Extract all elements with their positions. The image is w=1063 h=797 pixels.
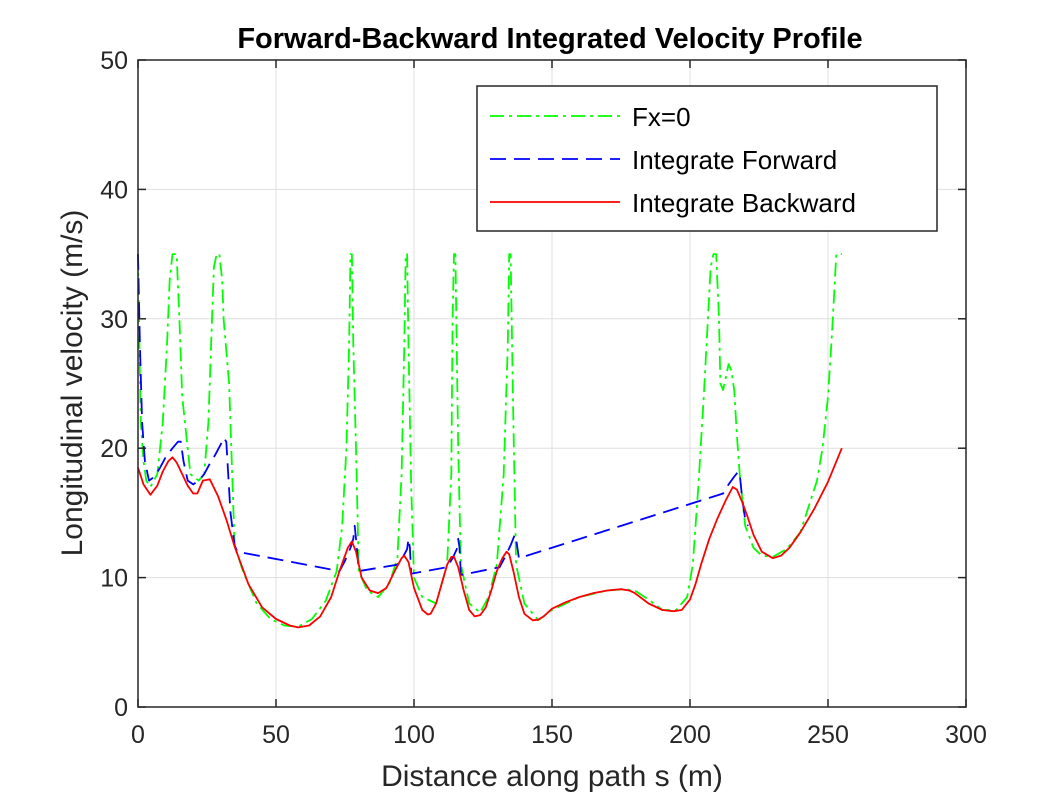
tick-marks: [137, 59, 967, 708]
legend-label-fx0: Fx=0: [632, 102, 691, 132]
y-tick-label: 40: [100, 176, 128, 204]
x-tick-label: 300: [945, 721, 987, 749]
x-axis-label: Distance along path s (m): [381, 760, 723, 793]
x-tick-labels: 0 50 100 150 200 250 300: [131, 721, 987, 749]
chart-title: Forward-Backward Integrated Velocity Pro…: [237, 23, 862, 55]
y-axis-label: Longitudinal velocity (m/s): [56, 210, 89, 557]
y-tick-label: 50: [100, 47, 128, 75]
x-tick-label: 200: [669, 721, 711, 749]
y-tick-label: 0: [114, 694, 128, 722]
x-tick-label: 100: [393, 721, 435, 749]
legend-label-backward: Integrate Backward: [632, 188, 856, 218]
y-tick-label: 30: [100, 306, 128, 334]
integrate-forward-series-line: [137, 254, 749, 576]
y-tick-label: 10: [100, 565, 128, 593]
x-tick-label: 50: [262, 721, 290, 749]
legend-label-forward: Integrate Forward: [632, 145, 837, 175]
y-tick-label: 20: [100, 435, 128, 463]
x-tick-label: 150: [531, 721, 573, 749]
x-tick-label: 250: [807, 721, 849, 749]
integrate-backward-series-line: [137, 447, 843, 629]
fx0-series-line: [137, 253, 842, 628]
legend: Fx=0 Integrate Forward Integrate Backwar…: [476, 85, 938, 232]
y-tick-labels: 0 10 20 30 40 50: [100, 47, 128, 722]
x-tick-label: 0: [131, 721, 145, 749]
series-layer: [137, 253, 843, 629]
